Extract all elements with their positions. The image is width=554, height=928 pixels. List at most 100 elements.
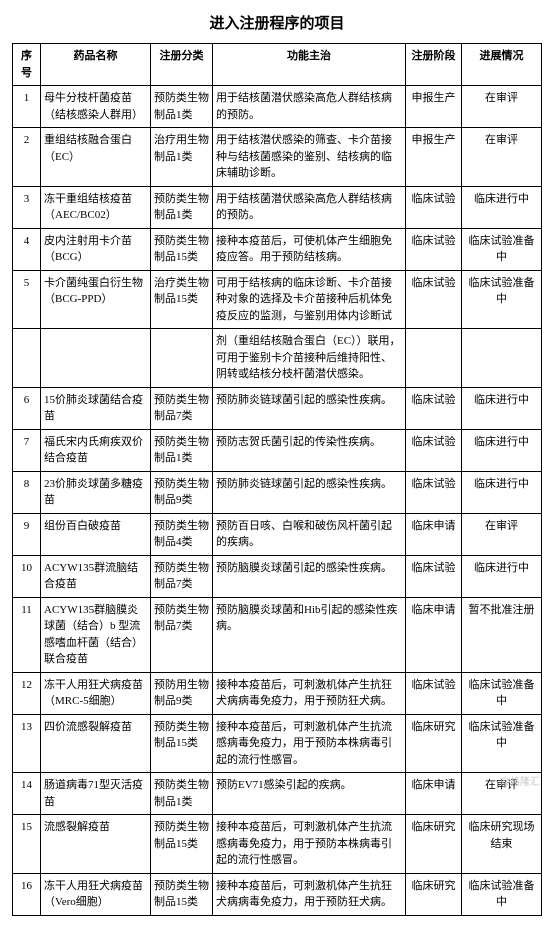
cell-func: 用于结核菌潜伏感染高危人群结核病的预防。 — [213, 186, 406, 228]
header-name: 药品名称 — [41, 44, 151, 86]
cell-phase — [406, 329, 462, 388]
cell-name: ACYW135群流脑结合疫苗 — [41, 555, 151, 597]
cell-name: 皮内注射用卡介苗（BCG） — [41, 228, 151, 270]
cell-seq: 15 — [13, 815, 41, 874]
cell-cat: 预防类生物制品9类 — [151, 471, 213, 513]
cell-cat: 预防类生物制品15类 — [151, 228, 213, 270]
table-row: 11ACYW135群脑膜炎球菌（结合）b 型流感嗜血杆菌（结合）联合疫苗预防类生… — [13, 597, 542, 672]
cell-name: 流感裂解疫苗 — [41, 815, 151, 874]
cell-cat: 治疗类生物制品15类 — [151, 270, 213, 329]
cell-cat: 预防类生物制品15类 — [151, 714, 213, 773]
cell-seq: 1 — [13, 86, 41, 128]
cell-prog: 临床试验准备中 — [462, 714, 542, 773]
cell-name: 卡介菌纯蛋白衍生物（BCG-PPD） — [41, 270, 151, 329]
cell-func: 接种本疫苗后，可使机体产生细胞免疫应答。用于预防结核病。 — [213, 228, 406, 270]
table-row: 5卡介菌纯蛋白衍生物（BCG-PPD）治疗类生物制品15类可用于结核病的临床诊断… — [13, 270, 542, 329]
table-row: 615价肺炎球菌结合疫苗预防类生物制品7类预防肺炎链球菌引起的感染性疾病。临床试… — [13, 387, 542, 429]
cell-prog: 临床试验准备中 — [462, 873, 542, 915]
table-row: 3冻干重组结核疫苗（AEC/BC02）预防类生物制品1类用于结核菌潜伏感染高危人… — [13, 186, 542, 228]
cell-phase: 临床申请 — [406, 513, 462, 555]
cell-phase: 临床申请 — [406, 597, 462, 672]
cell-name — [41, 329, 151, 388]
cell-name: 组份百白破疫苗 — [41, 513, 151, 555]
cell-func: 预防百日咳、白喉和破伤风杆菌引起的疾病。 — [213, 513, 406, 555]
cell-phase: 临床试验 — [406, 228, 462, 270]
cell-prog: 临床进行中 — [462, 186, 542, 228]
cell-prog: 临床进行中 — [462, 555, 542, 597]
table-row: 2重组结核融合蛋白（EC）治疗用生物制品1类用于结核潜伏感染的筛查、卡介苗接种与… — [13, 128, 542, 187]
table-row: 13四价流感裂解疫苗预防类生物制品15类接种本疫苗后，可刺激机体产生抗流感病毒免… — [13, 714, 542, 773]
cell-cat: 预防类生物制品7类 — [151, 597, 213, 672]
cell-cat: 预防类生物制品1类 — [151, 429, 213, 471]
page-title: 进入注册程序的项目 — [12, 12, 542, 33]
table-row: 1母牛分枝杆菌疫苗（结核感染人群用）预防类生物制品1类用于结核菌潜伏感染高危人群… — [13, 86, 542, 128]
cell-func: 接种本疫苗后，可刺激机体产生抗狂犬病病毒免疫力，用于预防狂犬病。 — [213, 672, 406, 714]
cell-prog: 临床试验准备中 — [462, 672, 542, 714]
cell-phase: 申报生产 — [406, 86, 462, 128]
cell-seq: 12 — [13, 672, 41, 714]
cell-name: ACYW135群脑膜炎球菌（结合）b 型流感嗜血杆菌（结合）联合疫苗 — [41, 597, 151, 672]
watermark: @格隆汇 — [500, 773, 540, 788]
cell-name: 23价肺炎球菌多糖疫苗 — [41, 471, 151, 513]
header-phase: 注册阶段 — [406, 44, 462, 86]
table-row: 15流感裂解疫苗预防类生物制品15类接种本疫苗后，可刺激机体产生抗流感病毒免疫力… — [13, 815, 542, 874]
cell-cat: 治疗用生物制品1类 — [151, 128, 213, 187]
cell-prog: 临床进行中 — [462, 471, 542, 513]
cell-cat: 预防类生物制品15类 — [151, 873, 213, 915]
cell-seq: 13 — [13, 714, 41, 773]
table-header-row: 序号 药品名称 注册分类 功能主治 注册阶段 进展情况 — [13, 44, 542, 86]
table-row: 7福氏宋内氏痢疾双价结合疫苗预防类生物制品1类预防志贺氏菌引起的传染性疾病。临床… — [13, 429, 542, 471]
cell-name: 重组结核融合蛋白（EC） — [41, 128, 151, 187]
table-row: 9组份百白破疫苗预防类生物制品4类预防百日咳、白喉和破伤风杆菌引起的疾病。临床申… — [13, 513, 542, 555]
cell-prog: 临床试验准备中 — [462, 228, 542, 270]
cell-prog: 在审评 — [462, 513, 542, 555]
cell-phase: 申报生产 — [406, 128, 462, 187]
cell-func: 剂（重组结核融合蛋白（EC））联用，可用于鉴别卡介苗接种后维持阳性、阴转或结核分… — [213, 329, 406, 388]
cell-seq: 6 — [13, 387, 41, 429]
cell-func: 预防脑膜炎球菌引起的感染性疾病。 — [213, 555, 406, 597]
cell-cat: 预防类生物制品1类 — [151, 86, 213, 128]
cell-func: 预防肺炎链球菌引起的感染性疾病。 — [213, 387, 406, 429]
cell-seq: 4 — [13, 228, 41, 270]
cell-name: 15价肺炎球菌结合疫苗 — [41, 387, 151, 429]
table-row: 剂（重组结核融合蛋白（EC））联用，可用于鉴别卡介苗接种后维持阳性、阴转或结核分… — [13, 329, 542, 388]
table-row: 10ACYW135群流脑结合疫苗预防类生物制品7类预防脑膜炎球菌引起的感染性疾病… — [13, 555, 542, 597]
cell-seq: 2 — [13, 128, 41, 187]
cell-phase: 临床研究 — [406, 815, 462, 874]
header-seq: 序号 — [13, 44, 41, 86]
cell-phase: 临床试验 — [406, 555, 462, 597]
cell-prog: 临床进行中 — [462, 429, 542, 471]
cell-func: 用于结核菌潜伏感染高危人群结核病的预防。 — [213, 86, 406, 128]
cell-prog: 在审评 — [462, 128, 542, 187]
registration-table: 序号 药品名称 注册分类 功能主治 注册阶段 进展情况 1母牛分枝杆菌疫苗（结核… — [12, 43, 542, 916]
cell-func: 预防脑膜炎球菌和Hib引起的感染性疾病。 — [213, 597, 406, 672]
cell-cat: 预防类生物制品1类 — [151, 186, 213, 228]
table-row: 823价肺炎球菌多糖疫苗预防类生物制品9类预防肺炎链球菌引起的感染性疾病。临床试… — [13, 471, 542, 513]
cell-func: 预防志贺氏菌引起的传染性疾病。 — [213, 429, 406, 471]
cell-seq: 7 — [13, 429, 41, 471]
cell-seq: 9 — [13, 513, 41, 555]
table-row: 4皮内注射用卡介苗（BCG）预防类生物制品15类接种本疫苗后，可使机体产生细胞免… — [13, 228, 542, 270]
cell-prog: 临床研究现场结束 — [462, 815, 542, 874]
cell-prog: 临床试验准备中 — [462, 270, 542, 329]
cell-seq: 8 — [13, 471, 41, 513]
cell-func: 可用于结核病的临床诊断、卡介苗接种对象的选择及卡介苗接种后机体免疫反应的监测，与… — [213, 270, 406, 329]
cell-seq — [13, 329, 41, 388]
cell-seq: 3 — [13, 186, 41, 228]
cell-seq: 11 — [13, 597, 41, 672]
cell-func: 接种本疫苗后，可刺激机体产生抗狂犬病病毒免疫力，用于预防狂犬病。 — [213, 873, 406, 915]
cell-phase: 临床研究 — [406, 714, 462, 773]
cell-phase: 临床研究 — [406, 873, 462, 915]
header-cat: 注册分类 — [151, 44, 213, 86]
cell-seq: 10 — [13, 555, 41, 597]
cell-cat: 预防类生物制品15类 — [151, 815, 213, 874]
cell-prog: 暂不批准注册 — [462, 597, 542, 672]
cell-func: 用于结核潜伏感染的筛查、卡介苗接种与结核菌感染的鉴别、结核病的临床辅助诊断。 — [213, 128, 406, 187]
table-row: 16冻干人用狂犬病疫苗（Vero细胞）预防类生物制品15类接种本疫苗后，可刺激机… — [13, 873, 542, 915]
cell-name: 冻干人用狂犬病疫苗（MRC-5细胞） — [41, 672, 151, 714]
cell-phase: 临床试验 — [406, 672, 462, 714]
cell-prog: 临床进行中 — [462, 387, 542, 429]
cell-func: 接种本疫苗后，可刺激机体产生抗流感病毒免疫力，用于预防本株病毒引起的流行性感冒。 — [213, 714, 406, 773]
cell-func: 接种本疫苗后，可刺激机体产生抗流感病毒免疫力，用于预防本株病毒引起的流行性感冒。 — [213, 815, 406, 874]
cell-phase: 临床试验 — [406, 471, 462, 513]
